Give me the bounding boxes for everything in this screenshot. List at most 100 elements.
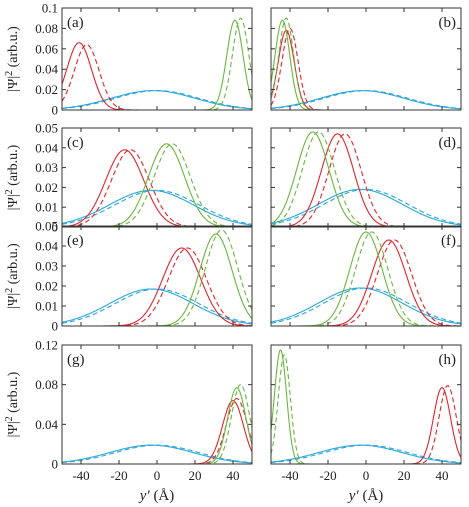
curve-red-solid xyxy=(271,387,461,464)
curve-green-dashed xyxy=(271,131,461,227)
y-tick-label: 0 xyxy=(52,220,59,235)
curve-red-solid xyxy=(271,133,461,227)
y-axis-label: |Ψ|2 (arb.u.) xyxy=(4,371,22,437)
curve-blue-solid xyxy=(271,188,461,226)
curve-blue-dashed xyxy=(271,90,461,110)
curve-blue-dashed xyxy=(271,444,461,464)
curve-red-solid xyxy=(62,149,252,227)
curve-green-dashed xyxy=(62,143,252,227)
curves-group xyxy=(62,143,252,227)
curves-group xyxy=(271,131,461,227)
curve-blue-solid xyxy=(271,287,461,325)
curve-green-solid xyxy=(62,19,252,110)
y-tick-label: 0.02 xyxy=(35,279,58,294)
y-tick-label: 0.04 xyxy=(35,140,58,155)
curve-green-solid xyxy=(271,231,461,326)
y-tick-label: 0.06 xyxy=(35,41,58,56)
y-axis-label-main: |Ψ| xyxy=(6,293,21,309)
y-tick-label: 0.1 xyxy=(42,1,58,16)
y-tick-label: 0.08 xyxy=(35,377,58,392)
x-axis-label-main: y′ xyxy=(347,488,360,504)
y-axis-label: |Ψ|2 (arb.u.) xyxy=(4,26,22,92)
curve-red-dashed xyxy=(62,44,252,110)
panel-label: (a) xyxy=(67,15,84,31)
panel-label: (g) xyxy=(67,352,85,368)
y-axis-label-sup: 2 xyxy=(4,71,15,76)
x-tick-label: -40 xyxy=(72,468,89,483)
y-axis-label: |Ψ|2 (arb.u.) xyxy=(4,144,22,210)
y-tick-label: 0.04 xyxy=(35,62,58,77)
panel-frame xyxy=(270,7,462,111)
curve-red-dashed xyxy=(271,27,461,110)
curves-group xyxy=(271,231,461,326)
panel-label: (d) xyxy=(439,135,457,151)
x-axis-label-main: y′ xyxy=(138,488,151,504)
curves-group xyxy=(62,229,252,326)
y-axis-label-sup: 2 xyxy=(4,288,15,293)
curve-blue-solid xyxy=(62,189,252,226)
x-tick-label: -20 xyxy=(110,468,127,483)
curve-red-dashed xyxy=(62,247,252,326)
panel-label: (b) xyxy=(439,15,457,31)
curve-red-dashed xyxy=(62,149,252,227)
panel-label: (e) xyxy=(67,233,84,249)
y-tick-label: 0 xyxy=(52,457,59,472)
y-axis-label-main: |Ψ| xyxy=(6,421,21,437)
panel-e: 0 0.01 0.02 0.03 0.04 0.05 (e) xyxy=(35,219,253,334)
x-tick-label: -40 xyxy=(281,468,298,483)
curve-green-solid xyxy=(271,19,461,110)
curves-group xyxy=(271,17,461,110)
x-axis-label: y′ (Å) xyxy=(347,488,384,504)
x-axis-label: y′ (Å) xyxy=(138,488,175,504)
y-tick-label: 0.03 xyxy=(35,259,58,274)
y-tick-label: 0.08 xyxy=(35,21,58,36)
y-tick-label: 0.02 xyxy=(35,180,58,195)
x-tick-label: 40 xyxy=(227,468,240,483)
y-axis-label-main: |Ψ| xyxy=(6,194,21,210)
y-tick-label: 0.04 xyxy=(35,239,58,254)
panel-f: (f) xyxy=(270,225,462,327)
panel-label: (h) xyxy=(439,352,457,368)
curve-red-solid xyxy=(62,42,252,110)
curves-group xyxy=(62,17,252,110)
curve-blue-dashed xyxy=(62,90,252,110)
curve-green-dashed xyxy=(271,17,461,110)
y-axis-label-sup: 2 xyxy=(4,189,15,194)
panel-c: 0 0.01 0.02 0.03 0.04 0.05 (c) xyxy=(35,121,253,235)
y-axis-label-main: |Ψ| xyxy=(6,76,21,92)
x-tick-label: 20 xyxy=(189,468,202,483)
curve-red-solid xyxy=(271,239,461,326)
y-tick-label: 0.01 xyxy=(35,200,58,215)
curve-red-dashed xyxy=(62,397,252,464)
y-tick-label: 0.12 xyxy=(35,338,58,353)
y-axis-label-unit: (arb.u.) xyxy=(6,371,21,416)
curve-green-dashed xyxy=(271,354,461,464)
curve-green-solid xyxy=(62,233,252,326)
panel-g: -40 -20 0 20 40 0 0.04 0.08 0.12 (g) xyxy=(35,338,253,483)
curve-green-dashed xyxy=(62,229,252,326)
panel-a: 0 0.02 0.04 0.06 0.08 0.1 (a) xyxy=(35,1,253,118)
curve-red-dashed xyxy=(271,133,461,227)
x-tick-label: 0 xyxy=(363,468,370,483)
x-axis-label-unit: (Å) xyxy=(150,488,175,504)
y-tick-label: 0.04 xyxy=(35,417,58,432)
x-tick-label: 40 xyxy=(436,468,449,483)
curve-green-solid xyxy=(62,387,252,464)
panel-frame xyxy=(270,225,462,327)
y-tick-label: 0.02 xyxy=(35,82,58,97)
panel-frame xyxy=(61,225,253,327)
y-axis-label-unit: (arb.u.) xyxy=(6,144,21,189)
curve-blue-dashed xyxy=(62,288,252,324)
panel-frame xyxy=(61,344,253,465)
y-tick-label: 0.01 xyxy=(35,299,58,314)
x-tick-label: 0 xyxy=(154,468,161,483)
y-axis-label-unit: (arb.u.) xyxy=(6,26,21,71)
x-tick-label: -20 xyxy=(319,468,336,483)
y-axis-label: |Ψ|2 (arb.u.) xyxy=(4,243,22,309)
panel-label: (f) xyxy=(441,233,456,249)
curve-red-dashed xyxy=(271,239,461,326)
panel-h: -40 -20 0 20 40 (h) xyxy=(270,344,462,483)
y-tick-label: 0 xyxy=(52,103,59,118)
y-axis-label-sup: 2 xyxy=(4,416,15,421)
curve-blue-dashed xyxy=(271,287,461,324)
